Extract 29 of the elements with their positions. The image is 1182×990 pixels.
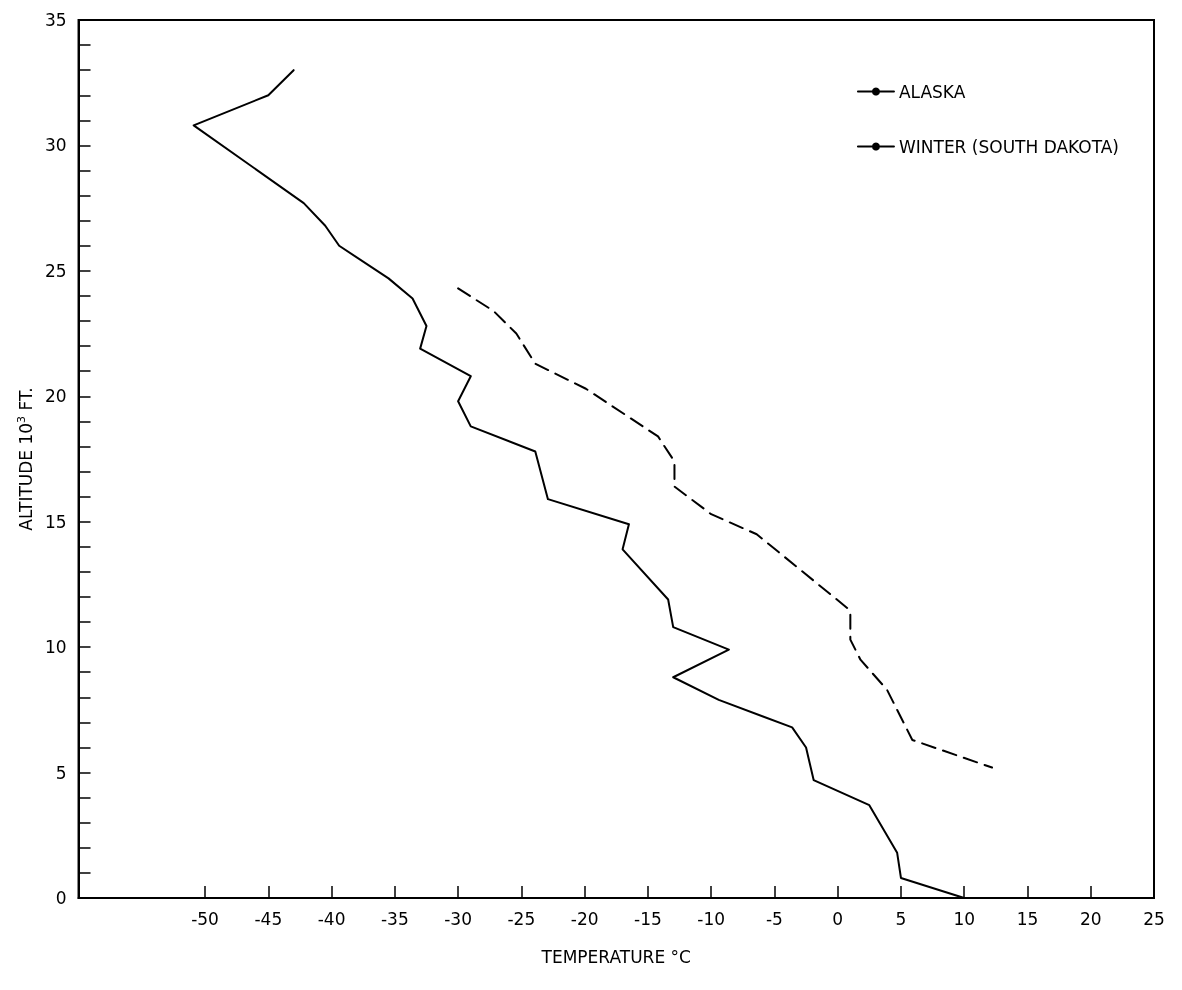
- x-tick-label: -50: [191, 908, 219, 929]
- legend-label: WINTER (SOUTH DAKOTA): [898, 136, 1119, 157]
- y-tick-label: 25: [44, 260, 67, 281]
- y-tick-label: 0: [55, 888, 67, 908]
- y-tick-label: 15: [44, 511, 67, 532]
- x-tick-label: 0: [832, 908, 844, 929]
- x-tick-label: 15: [1016, 908, 1039, 929]
- x-tick-label: -30: [444, 908, 472, 929]
- x-tick-label: -25: [507, 908, 536, 929]
- y-axis-title: ALTITUDE 103 FT.: [15, 387, 36, 531]
- x-tick-label: 10: [953, 908, 976, 929]
- x-tick-label: 20: [1079, 908, 1102, 929]
- x-tick-label: 5: [895, 908, 907, 929]
- x-tick-label: -45: [254, 908, 283, 929]
- x-axis-title: TEMPERATURE °C: [540, 946, 691, 967]
- x-tick-label: 25: [1143, 908, 1165, 929]
- line-series: [457, 287, 994, 769]
- y-tick-label: 30: [44, 135, 67, 156]
- y-tick-label: 10: [44, 637, 67, 658]
- y-tick-label: 35: [44, 10, 67, 30]
- legend-label: ALASKA: [898, 81, 966, 102]
- y-tick-label: 20: [44, 386, 67, 407]
- x-tick-label: -35: [380, 908, 409, 929]
- x-tick-label: -10: [697, 908, 726, 929]
- x-tick-label: -5: [765, 908, 783, 929]
- y-tick-label: 5: [55, 762, 67, 783]
- x-tick-label: -15: [634, 908, 662, 929]
- x-tick-label: -20: [570, 908, 599, 929]
- x-tick-label: -40: [317, 908, 346, 929]
